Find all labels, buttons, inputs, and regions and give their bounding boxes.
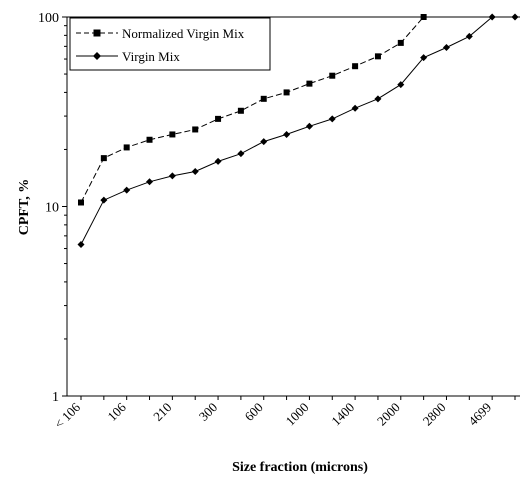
- data-point-square: [374, 53, 381, 60]
- data-point-diamond: [100, 196, 108, 204]
- y-tick-label: 100: [38, 11, 59, 26]
- x-axis-title: Size fraction (microns): [232, 460, 368, 475]
- data-point-square: [352, 63, 359, 70]
- x-tick-label: 600: [241, 400, 265, 424]
- data-point-diamond: [283, 130, 291, 138]
- y-tick-label: 1: [52, 390, 59, 405]
- data-point-diamond: [488, 13, 496, 21]
- data-point-square: [283, 89, 290, 96]
- legend-label-normalized: Normalized Virgin Mix: [122, 26, 245, 41]
- y-tick-label: 10: [45, 201, 59, 216]
- x-tick-label: 1000: [283, 400, 312, 429]
- data-point-diamond: [442, 44, 450, 52]
- data-point-square: [397, 39, 404, 46]
- x-tick-label: 2800: [420, 400, 449, 429]
- x-tick-label: 1400: [328, 400, 357, 429]
- data-point-square: [146, 136, 153, 143]
- data-point-square: [237, 107, 244, 114]
- plot-area: [66, 16, 520, 397]
- x-tick-label: 4699: [465, 400, 494, 429]
- series-normalized-virgin-mix: [78, 14, 427, 206]
- x-axis-ticks: < 106 106 210 300 600 1000 1400 2000 2800 4699: [51, 396, 516, 431]
- data-point-diamond: [260, 138, 268, 146]
- data-point-square: [215, 115, 222, 122]
- data-point-diamond: [328, 115, 336, 123]
- data-point-diamond: [191, 168, 199, 176]
- y-axis-title: CPFT, %: [17, 179, 32, 236]
- legend: Normalized Virgin Mix Virgin Mix: [69, 17, 271, 71]
- data-point-diamond: [168, 172, 176, 180]
- data-point-square: [260, 95, 267, 102]
- data-point-diamond: [374, 95, 382, 103]
- data-point-diamond: [511, 13, 519, 21]
- data-point-square: [169, 131, 176, 138]
- data-point-square: [192, 126, 199, 133]
- data-point-square: [420, 14, 427, 20]
- x-tick-label: 106: [104, 399, 129, 424]
- legend-marker-square: [93, 29, 101, 37]
- series-line: [80, 16, 515, 245]
- data-point-square: [78, 199, 84, 206]
- data-point-square: [306, 80, 313, 87]
- data-point-diamond: [214, 157, 222, 165]
- data-point-diamond: [420, 54, 428, 62]
- data-point-square: [123, 144, 130, 151]
- data-point-square: [329, 72, 336, 79]
- series-layer: [77, 13, 519, 249]
- data-point-diamond: [77, 241, 85, 249]
- x-tick-label: 300: [196, 400, 220, 424]
- x-tick-label: 2000: [374, 400, 403, 429]
- series-virgin-mix: [77, 13, 519, 249]
- data-point-square: [100, 155, 107, 162]
- data-point-diamond: [351, 104, 359, 112]
- data-point-diamond: [123, 186, 131, 194]
- y-axis-ticks: 1 10 100: [38, 11, 67, 405]
- data-point-diamond: [397, 81, 405, 89]
- series-line: [80, 16, 424, 203]
- data-point-diamond: [146, 178, 154, 186]
- legend-box: [69, 17, 271, 71]
- x-tick-label: 210: [150, 400, 174, 424]
- legend-marker-diamond: [93, 52, 101, 60]
- legend-label-virgin: Virgin Mix: [122, 49, 180, 64]
- data-point-diamond: [237, 150, 245, 158]
- data-point-diamond: [305, 122, 313, 130]
- data-point-diamond: [465, 32, 473, 40]
